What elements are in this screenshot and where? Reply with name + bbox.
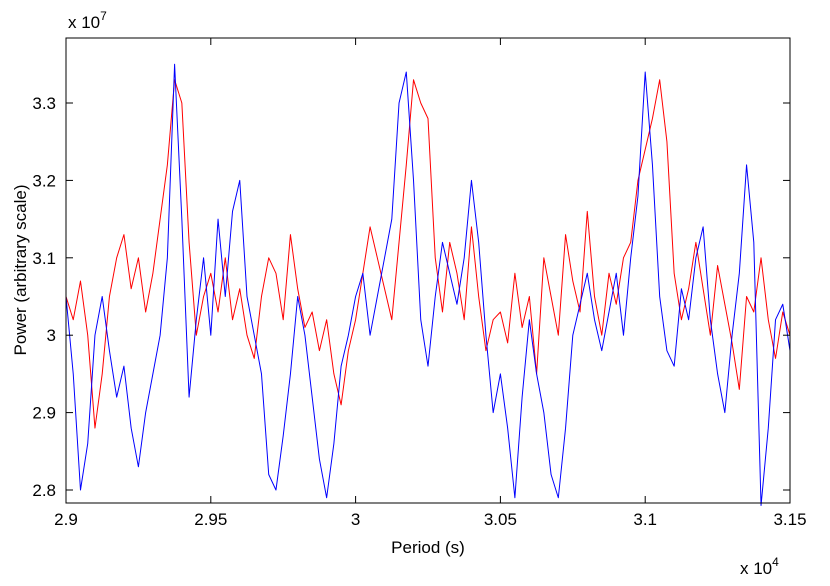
x-tick-label: 3 [351,510,360,529]
y-tick-label: 3.2 [32,171,56,190]
x-axis-label: Period (s) [391,538,465,557]
x-tick-label: 3.05 [484,510,517,529]
x-multiplier-exponent: 4 [772,555,779,569]
y-tick-label: 2.8 [32,481,56,500]
x-tick-label: 2.95 [194,510,227,529]
x-tick-label: 3.1 [633,510,657,529]
y-tick-label: 3.3 [32,94,56,113]
plot-frame [65,37,791,504]
x-multiplier-base: x 10 [740,559,772,578]
y-axis-label: Power (arbitrary scale) [11,185,30,356]
x-tick-label: 3.15 [773,510,806,529]
y-multiplier-exponent: 7 [100,9,107,23]
y-tick-label: 2.9 [32,404,56,423]
y-tick-label: 3.1 [32,249,56,268]
x-multiplier: x 104 [740,555,779,578]
y-tick-label: 3 [47,326,56,345]
x-tick-label: 2.9 [54,510,78,529]
y-multiplier: x 107 [68,9,107,32]
series-line [65,79,791,429]
series-line [65,63,791,506]
y-multiplier-base: x 10 [68,13,100,32]
